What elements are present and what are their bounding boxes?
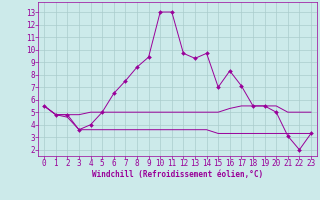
X-axis label: Windchill (Refroidissement éolien,°C): Windchill (Refroidissement éolien,°C) [92, 170, 263, 179]
